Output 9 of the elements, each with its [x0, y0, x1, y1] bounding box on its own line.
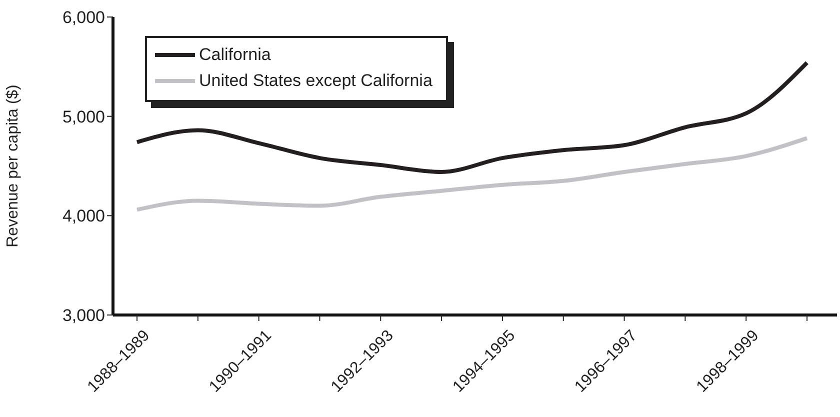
y-tick-label: 4,000	[62, 206, 105, 226]
y-tick-label: 3,000	[62, 306, 105, 326]
line-series	[135, 60, 809, 174]
line-series	[135, 136, 809, 212]
y-tick-label: 6,000	[62, 8, 105, 28]
legend-label: California	[199, 45, 271, 65]
legend-label: United States except California	[199, 71, 432, 91]
y-tick-label: 5,000	[62, 107, 105, 126]
y-axis-title: Revenue per capita ($)	[4, 84, 22, 248]
